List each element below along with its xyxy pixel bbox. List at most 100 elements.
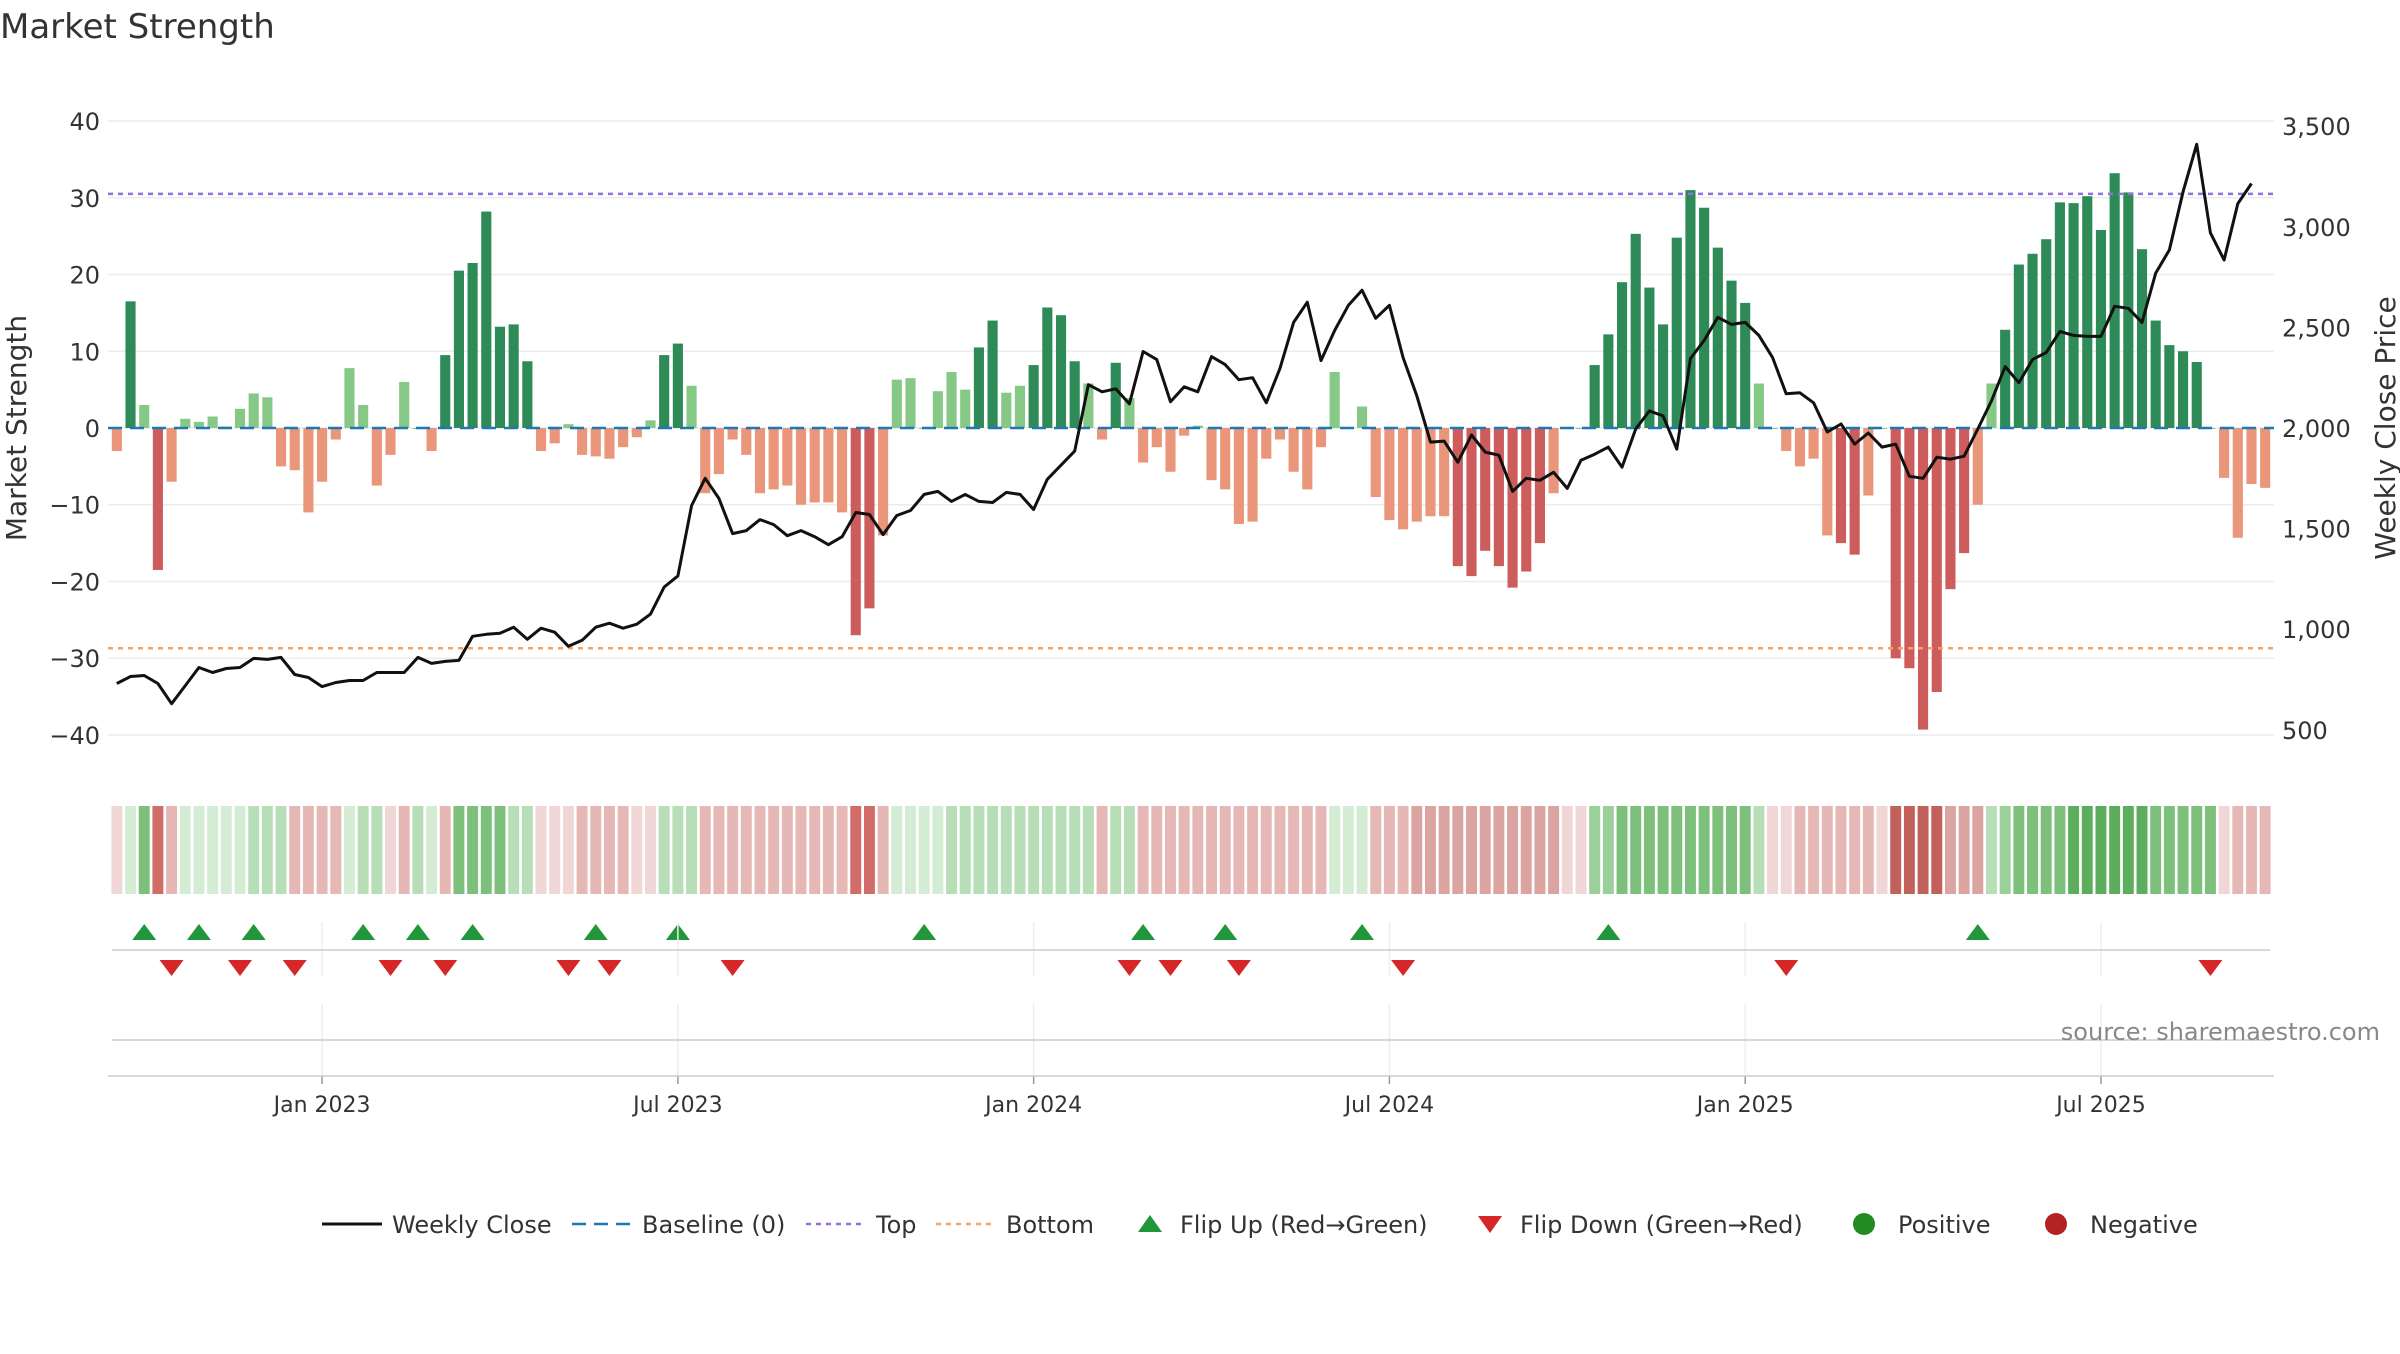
strip-cell: [1096, 806, 1108, 894]
flip-up-marker: [460, 924, 485, 940]
flip-markers-panel: [132, 924, 2223, 976]
strip-cell: [371, 806, 383, 894]
strip-cell: [1219, 806, 1231, 894]
strip-cell: [1630, 806, 1642, 894]
strip-cell: [193, 806, 205, 894]
legend-label: Negative: [2090, 1211, 2198, 1239]
strength-bar: [2232, 428, 2243, 538]
strength-bar: [399, 381, 410, 428]
strip-cell: [1616, 806, 1628, 894]
strength-bar: [2068, 203, 2079, 428]
strip-cell: [918, 806, 930, 894]
strength-bar: [823, 428, 834, 503]
strength-bar: [1575, 428, 1587, 429]
strip-cell: [1274, 806, 1286, 894]
strip-cell: [2218, 806, 2230, 894]
strip-cell: [275, 806, 287, 894]
strength-bar: [1822, 428, 1833, 536]
strip-cell: [1602, 806, 1614, 894]
strip-cell: [576, 806, 588, 894]
strip-cell: [987, 806, 999, 894]
right-axis-label: Weekly Close Price: [2369, 296, 2400, 559]
strength-bar: [2082, 196, 2093, 428]
strength-bar: [891, 379, 902, 428]
strip-cell: [1315, 806, 1327, 894]
axes-layer: 40 30 20 10 0 −10 −20 −30 −40 3,500 3,000 2,500 2,00…: [49, 108, 2350, 750]
strength-bar: [2054, 202, 2065, 428]
strip-cell: [1712, 806, 1724, 894]
strength-bar: [1028, 365, 1039, 428]
strip-cell: [2054, 806, 2066, 894]
strip-cell: [1739, 806, 1751, 894]
strength-bar: [1726, 280, 1737, 428]
strip-cell: [740, 806, 752, 894]
strip-cell: [343, 806, 355, 894]
strength-bar: [1083, 383, 1094, 428]
strip-cell: [2109, 806, 2121, 894]
strength-bar: [2246, 428, 2257, 485]
strength-bar: [1165, 428, 1176, 472]
strength-bar: [248, 393, 259, 428]
x-tick-label: Jan 2025: [1695, 1093, 1794, 1118]
strength-bar: [467, 263, 478, 428]
strip-cell: [1342, 806, 1354, 894]
strip-cell: [166, 806, 178, 894]
strength-bar: [1630, 233, 1641, 428]
strip-cell: [1424, 806, 1436, 894]
strength-bar: [1863, 428, 1874, 496]
strip-cell: [2246, 806, 2257, 894]
strip-cell: [1411, 806, 1423, 894]
strip-cell: [1028, 806, 1040, 894]
strip-cell: [1862, 806, 1874, 894]
strength-bar: [946, 371, 957, 428]
strength-bar: [1329, 371, 1340, 428]
legend-label: Baseline (0): [642, 1211, 785, 1239]
strength-bar: [303, 428, 314, 513]
strip-cell: [2204, 806, 2216, 894]
strength-bar: [809, 428, 820, 503]
strength-bar: [932, 391, 943, 428]
strip-cell: [1780, 806, 1792, 894]
strip-cell: [1986, 806, 1997, 894]
strength-bar: [1138, 428, 1149, 463]
strip-cell: [1301, 806, 1313, 894]
strip-cell: [1589, 806, 1601, 894]
strip-cell: [590, 806, 602, 894]
legend-label: Weekly Close: [392, 1211, 552, 1239]
strength-bar: [2000, 329, 2011, 428]
strip-cell: [1370, 806, 1382, 894]
x-tick-label: Jan 2023: [272, 1093, 371, 1118]
strength-bar: [645, 420, 656, 428]
flip-up-marker: [1131, 924, 1156, 940]
strength-bar: [522, 361, 533, 428]
strength-bar: [1945, 428, 1956, 590]
strength-bar: [180, 418, 191, 428]
strength-bar: [1644, 287, 1655, 428]
strip-cell: [1014, 806, 1026, 894]
strip-cell: [863, 806, 875, 894]
strength-bar: [1179, 428, 1190, 436]
strip-cell: [330, 806, 342, 894]
strip-cell: [2191, 806, 2203, 894]
source-annotation: source: sharemaestro.com: [2061, 1018, 2380, 1046]
strip-cell: [850, 806, 862, 894]
strip-cell: [768, 806, 780, 894]
strip-cell: [1835, 806, 1847, 894]
strength-bar: [2136, 249, 2148, 428]
flip-up-marker: [186, 924, 211, 940]
strip-cell: [2027, 806, 2039, 894]
x-tick-label: Jul 2025: [2054, 1093, 2146, 1118]
strip-cell: [2232, 806, 2244, 894]
strength-bar: [713, 428, 724, 475]
strip-cell: [179, 806, 191, 894]
strip-cell: [645, 806, 656, 894]
strip-cell: [1657, 806, 1669, 894]
strip-cell: [316, 806, 328, 894]
strength-bar: [1972, 428, 1983, 505]
strip-cell: [289, 806, 301, 894]
left-axis-label: Market Strength: [0, 315, 33, 541]
strength-bar: [1288, 428, 1299, 472]
flip-down-marker: [597, 960, 622, 976]
strength-bar: [604, 428, 615, 459]
strength-bar: [864, 428, 875, 609]
